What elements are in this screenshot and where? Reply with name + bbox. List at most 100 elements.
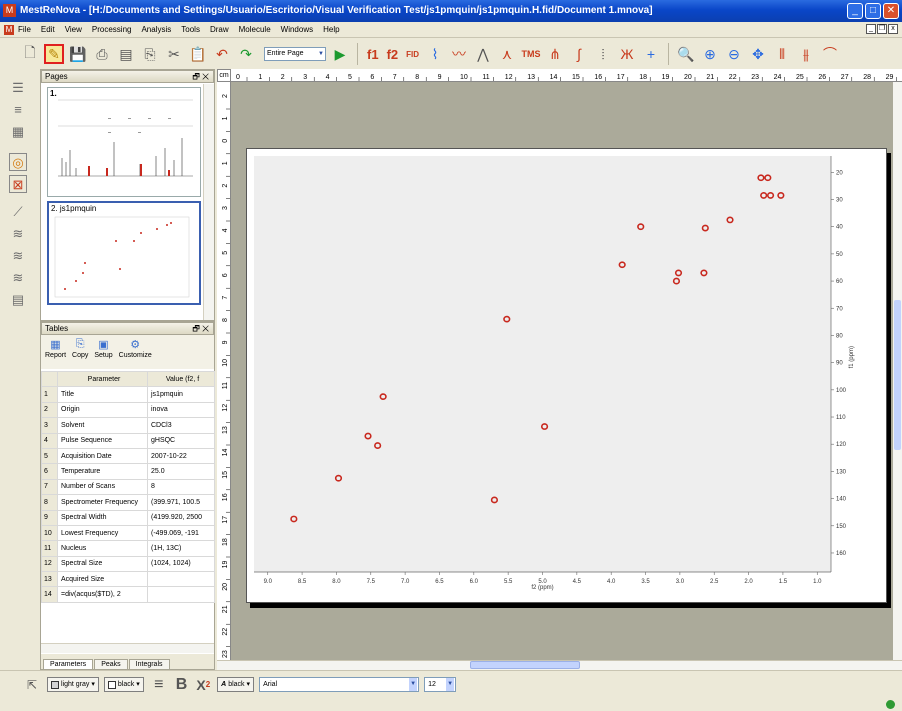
value-cell[interactable] bbox=[147, 586, 215, 603]
list-icon[interactable]: ☰ bbox=[12, 80, 24, 95]
font-size-select[interactable]: 12 bbox=[424, 677, 457, 692]
cross-peak[interactable] bbox=[490, 496, 499, 504]
cross-peak[interactable] bbox=[777, 192, 785, 199]
cross-peak[interactable] bbox=[700, 269, 708, 277]
menu-help[interactable]: Help bbox=[323, 25, 340, 34]
apodization-icon[interactable]: ⋀ bbox=[477, 45, 489, 62]
table-row[interactable]: 5 Acquisition Date 2007-10-22 bbox=[41, 447, 215, 465]
draw-line-icon[interactable]: ⟋ bbox=[13, 204, 23, 219]
vertical-scroll-thumb[interactable] bbox=[894, 300, 901, 450]
customize-button[interactable]: ⚙ Customize bbox=[119, 338, 152, 366]
baseline-icon[interactable]: 〰 bbox=[452, 46, 467, 62]
page-thumbnail-2[interactable]: 2. js1pmquin bbox=[47, 201, 201, 305]
tab-parameters[interactable]: Parameters bbox=[43, 659, 94, 669]
doc-restore-button[interactable]: ❐ bbox=[877, 24, 887, 34]
menu-edit[interactable]: Edit bbox=[40, 25, 55, 34]
cross-peak[interactable] bbox=[374, 442, 382, 449]
panel-close-icon[interactable]: 🗗 ✕ bbox=[192, 72, 209, 81]
panel-close-icon[interactable]: 🗗 ✕ bbox=[192, 324, 209, 333]
print-icon[interactable]: ⎙ bbox=[96, 45, 108, 62]
parameter-cell[interactable]: Lowest Frequency bbox=[57, 524, 148, 542]
parameter-cell[interactable]: Title bbox=[57, 386, 148, 403]
parameter-cell[interactable]: Spectral Size bbox=[57, 555, 148, 573]
copy-button[interactable]: ⎘ Copy bbox=[72, 338, 88, 366]
table-row[interactable]: 6 Temperature 25.0 bbox=[41, 463, 215, 480]
value-cell[interactable]: gHSQC bbox=[147, 432, 215, 449]
parameter-cell[interactable]: Solvent bbox=[57, 417, 148, 434]
table-row[interactable]: 8 Spectrometer Frequency (399.971, 100.5 bbox=[41, 494, 215, 511]
phase-correction-icon[interactable]: ⌇ bbox=[431, 45, 439, 62]
paste-icon[interactable]: 📋 bbox=[189, 45, 207, 62]
spectrum-icon-3[interactable]: ≋ bbox=[12, 270, 24, 285]
grid-icon[interactable]: ▦ bbox=[11, 124, 25, 139]
cross-peak[interactable] bbox=[760, 192, 768, 199]
value-cell[interactable]: (4199.920, 2500 bbox=[147, 509, 215, 526]
value-column-header[interactable]: Value (f2, f bbox=[147, 370, 215, 388]
bold-button[interactable]: B bbox=[175, 675, 188, 693]
parameter-cell[interactable]: Acquisition Date bbox=[57, 447, 148, 465]
parameter-cell[interactable]: Pulse Sequence bbox=[57, 432, 148, 449]
align-text-icon[interactable]: ≡ bbox=[154, 675, 164, 693]
peaks-mixed-icon[interactable]: ⫵ bbox=[802, 45, 810, 62]
cross-peak[interactable] bbox=[540, 423, 549, 430]
pages-scrollbar[interactable] bbox=[203, 84, 214, 320]
pointer-icon[interactable]: ⇱ bbox=[26, 677, 38, 692]
zoom-out-icon[interactable]: ⊖ bbox=[728, 45, 740, 62]
cross-peak[interactable] bbox=[764, 174, 772, 182]
table-row[interactable]: 2 Origin inova bbox=[41, 401, 215, 419]
value-cell[interactable]: (399.971, 100.5 bbox=[147, 494, 215, 511]
tables-scrollbar[interactable] bbox=[41, 643, 214, 653]
value-cell[interactable]: (-499.069, -191 bbox=[147, 524, 215, 542]
cross-peak[interactable] bbox=[290, 515, 298, 523]
parameter-cell[interactable]: Number of Scans bbox=[57, 478, 148, 496]
table-row[interactable]: 13 Acquired Size bbox=[41, 571, 215, 588]
zoom-page-select[interactable]: Entire Page bbox=[264, 47, 326, 61]
value-cell[interactable] bbox=[147, 571, 215, 588]
multiplet-icon[interactable]: ⋔ bbox=[549, 45, 561, 62]
spectrum-icon-1[interactable]: ≋ bbox=[12, 226, 24, 241]
save-icon[interactable]: 💾 bbox=[69, 45, 87, 62]
align-icon[interactable]: ≡ bbox=[14, 102, 22, 117]
pan-icon[interactable]: ✥ bbox=[752, 45, 764, 62]
minimize-button[interactable]: _ bbox=[847, 3, 863, 19]
table-row[interactable]: 4 Pulse Sequence gHSQC bbox=[41, 432, 215, 449]
value-cell[interactable]: js1pmquin bbox=[147, 386, 215, 403]
document-icon[interactable]: M bbox=[4, 24, 14, 35]
new-document-icon[interactable]: 🗋 bbox=[24, 44, 36, 60]
ruler-unit[interactable]: cm bbox=[217, 69, 231, 82]
parameter-column-header[interactable]: Parameter bbox=[57, 370, 148, 388]
spectrum-stack-icon[interactable]: ⦙ bbox=[601, 45, 605, 62]
menu-processing[interactable]: Processing bbox=[91, 25, 132, 34]
table-row[interactable]: 10 Lowest Frequency (-499.069, -191 bbox=[41, 524, 215, 542]
font-family-select[interactable]: Arial bbox=[259, 677, 420, 692]
cross-peak[interactable] bbox=[637, 223, 645, 231]
menu-windows[interactable]: Windows bbox=[280, 25, 314, 34]
report-button[interactable]: ▦ Report bbox=[45, 338, 66, 366]
menu-file[interactable]: File bbox=[18, 25, 31, 34]
cross-peak[interactable] bbox=[726, 216, 734, 224]
value-cell[interactable]: 25.0 bbox=[147, 463, 215, 480]
table-row[interactable]: 7 Number of Scans 8 bbox=[41, 478, 215, 496]
parameter-cell[interactable]: Spectrometer Frequency bbox=[57, 494, 148, 511]
plot-area[interactable] bbox=[254, 156, 831, 572]
table-row[interactable]: 14 =div(acqus($TD), 2 bbox=[41, 586, 215, 603]
zoom-in-icon[interactable]: 🔍 bbox=[677, 45, 695, 62]
menu-analysis[interactable]: Analysis bbox=[141, 25, 172, 34]
value-cell[interactable]: inova bbox=[147, 401, 215, 419]
menu-tools[interactable]: Tools bbox=[181, 25, 200, 34]
zoom-fit-icon[interactable]: ⊕ bbox=[704, 45, 716, 62]
tab-peaks[interactable]: Peaks bbox=[94, 659, 128, 669]
peak-picking-icon[interactable]: ⋏ bbox=[501, 45, 513, 62]
doc-close-button[interactable]: x bbox=[888, 24, 898, 34]
parameter-cell[interactable]: Nucleus bbox=[57, 540, 148, 557]
menu-view[interactable]: View bbox=[64, 25, 82, 34]
table-row[interactable]: 9 Spectral Width (4199.920, 2500 bbox=[41, 509, 215, 526]
parameter-cell[interactable]: Temperature bbox=[57, 463, 148, 480]
value-cell[interactable]: 8 bbox=[147, 478, 215, 496]
table-icon[interactable]: ▤ bbox=[11, 292, 25, 307]
crosshair-icon[interactable]: + bbox=[646, 46, 656, 62]
integration-icon[interactable]: ∫ bbox=[577, 46, 581, 62]
cross-peak[interactable] bbox=[757, 174, 765, 182]
